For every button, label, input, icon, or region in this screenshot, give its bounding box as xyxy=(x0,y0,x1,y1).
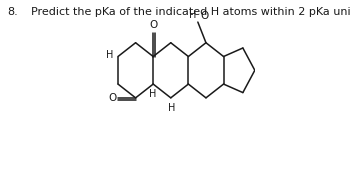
Text: 8.: 8. xyxy=(8,7,19,17)
Text: H: H xyxy=(189,10,196,20)
Text: H: H xyxy=(149,89,156,99)
Text: O: O xyxy=(149,20,157,30)
Text: O: O xyxy=(201,11,209,21)
Text: H: H xyxy=(106,49,114,60)
Text: Predict the pKa of the indicated H atoms within 2 pKa units.: Predict the pKa of the indicated H atoms… xyxy=(30,7,350,17)
Text: H: H xyxy=(168,103,175,113)
Text: O: O xyxy=(108,93,116,103)
